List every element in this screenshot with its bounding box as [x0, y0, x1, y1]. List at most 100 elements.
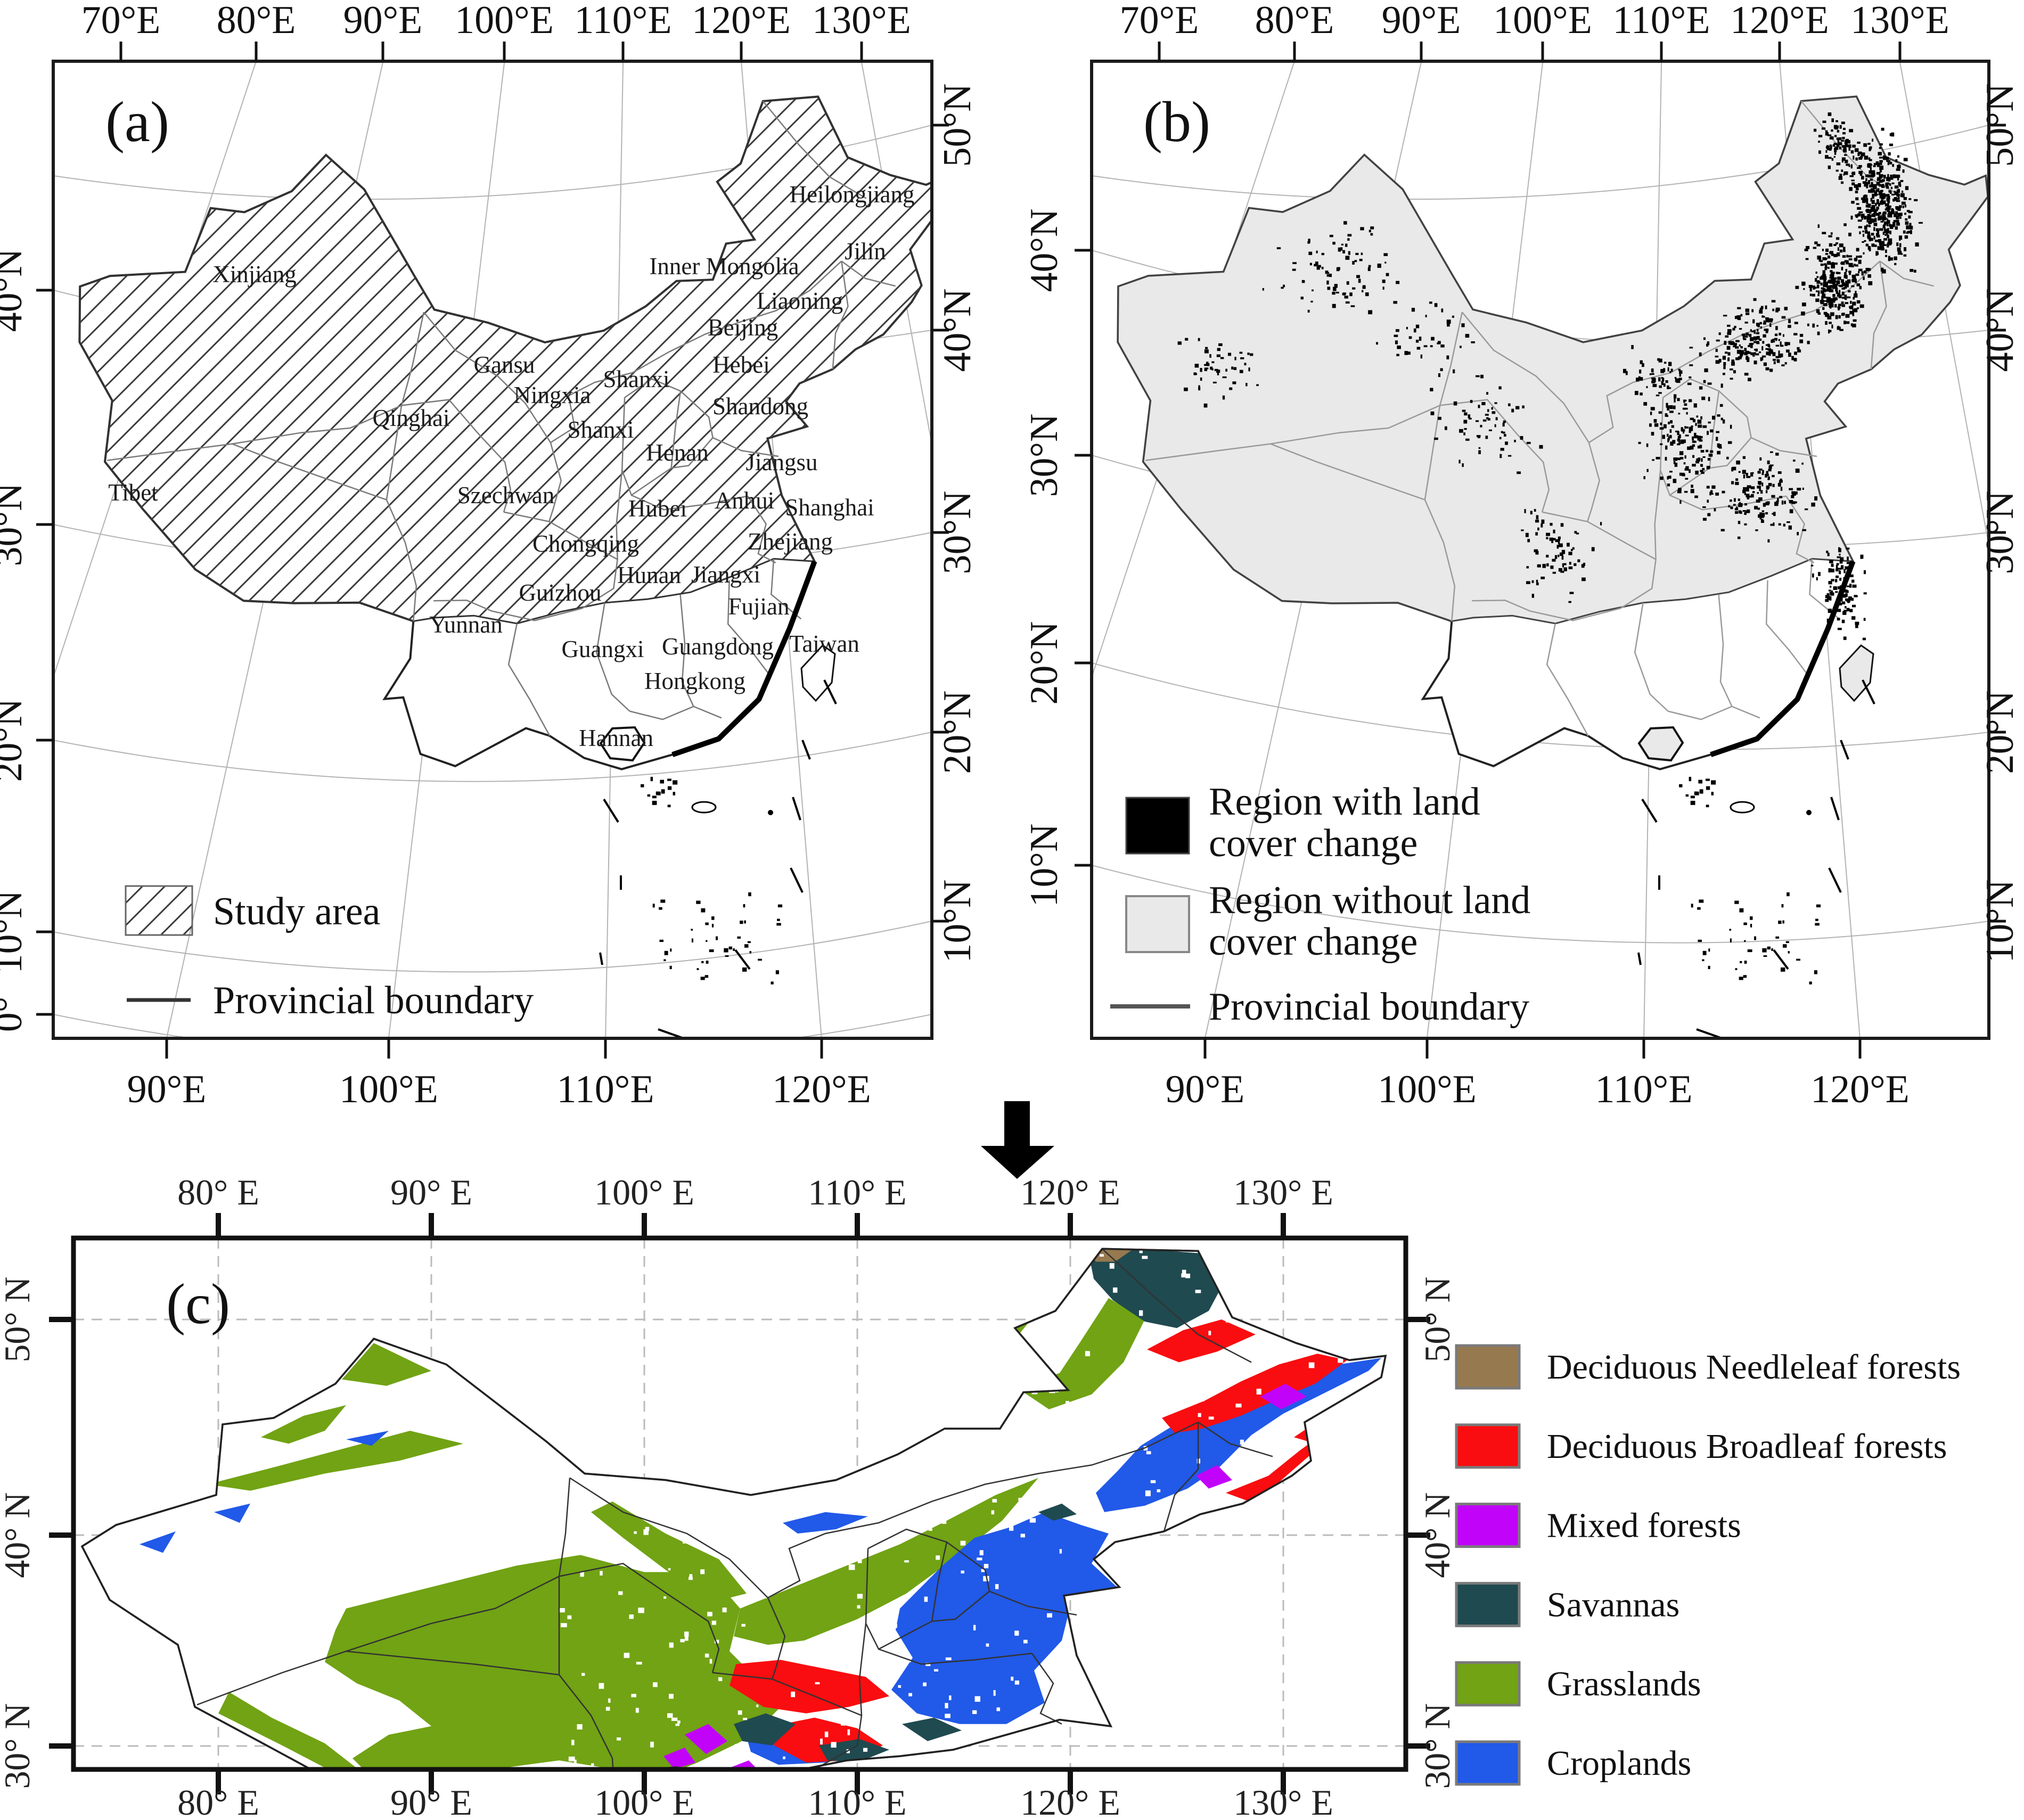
provincial-boundaries-a [107, 101, 896, 736]
province-label: Zhejiang [748, 528, 833, 555]
province-label: Qinghai [373, 405, 450, 431]
province-label: Guangdong [662, 633, 774, 660]
legend-c-label-1: Deciduous Broadleaf forests [1547, 1427, 1947, 1466]
province-label: Tibet [108, 479, 158, 506]
axis-label-right-a: 10°N [936, 879, 979, 963]
axis-label-top-c: 130° E [1233, 1172, 1333, 1212]
province-label: Hebei [712, 351, 769, 378]
province-label: Inner Mongolia [649, 253, 799, 280]
legend-c-swatch-1 [1455, 1423, 1521, 1469]
province-label: Shandong [712, 393, 808, 420]
province-label: Fujian [728, 593, 789, 620]
legend-b-change-line2: cover change [1209, 822, 1417, 865]
axis-label-top-a: 110°E [574, 0, 671, 42]
province-label: Henan [646, 439, 708, 466]
axis-label-left-c: 50° N [0, 1276, 37, 1362]
panel-b-letter: (b) [1143, 91, 1210, 154]
axis-label-top-b: 70°E [1120, 0, 1199, 42]
panel-b-map-area [1092, 61, 1989, 1038]
axis-label-left-b: 10°N [1022, 823, 1066, 907]
axis-label-right-b: 20°N [1978, 690, 2022, 774]
panel-a-letter: (a) [105, 91, 169, 154]
axis-label-top-a: 100°E [455, 0, 554, 42]
legend-c-label-5: Croplands [1547, 1744, 1691, 1783]
axis-label-left-a: 20°N [0, 698, 30, 782]
axis-label-bottom-c: 120° E [1020, 1782, 1120, 1820]
legend-c-swatch-2 [1455, 1503, 1521, 1548]
axis-label-bottom-b: 90°E [1166, 1068, 1245, 1111]
axis-label-top-c: 80° E [177, 1172, 259, 1212]
legend-c-swatch-5 [1455, 1740, 1521, 1786]
province-labels: Xinjiang Heilongjiang Inner Mongolia JilinL… [108, 181, 914, 751]
axis-label-bottom-a: 90°E [127, 1068, 207, 1111]
axis-label-bottom-b: 110°E [1595, 1068, 1692, 1111]
provincial-boundaries-b [1145, 101, 1935, 736]
down-arrow-icon [981, 1101, 1054, 1179]
province-label: Ningxia [514, 382, 591, 408]
axis-label-bottom-b: 100°E [1378, 1068, 1477, 1111]
province-label: Hunan [617, 562, 681, 588]
axis-label-left-c: 30° N [0, 1703, 37, 1789]
province-label: Heilongjiang [790, 181, 915, 208]
axis-label-top-c: 100° E [594, 1172, 694, 1212]
study-area-hatch [78, 95, 932, 625]
axis-label-top-a: 70°E [81, 0, 161, 42]
sea-islands [1637, 644, 1875, 1038]
legend-a: Study area Provincial boundary [125, 885, 534, 1022]
axis-label-left-c: 40° N [0, 1492, 37, 1578]
legend-c-label-2: Mixed forests [1547, 1506, 1741, 1545]
legend-a-provincial-boundary: Provincial boundary [213, 979, 534, 1022]
axis-label-top-c: 90° E [390, 1172, 472, 1212]
province-label: Xinjiang [212, 261, 296, 288]
province-label: Shanxi [603, 366, 669, 392]
provincial-boundaries-c [196, 1248, 1273, 1769]
axis-label-top-b: 120°E [1730, 0, 1829, 42]
province-label: Guangxi [562, 636, 644, 662]
axis-label-right-a: 50°N [936, 83, 979, 167]
province-label: Hubei [628, 495, 687, 522]
panel-a-map-area [53, 61, 932, 1038]
legend-c-label-4: Grasslands [1547, 1665, 1701, 1703]
se-coast-heavy-b [1710, 560, 1856, 757]
axis-label-top-a: 90°E [343, 0, 423, 42]
se-coast-heavy-a [671, 560, 817, 757]
province-label: Szechwan [457, 482, 554, 509]
province-label: Taiwan [789, 630, 859, 657]
legend-c: Deciduous Needleleaf forests Deciduous Br… [1455, 1344, 1961, 1786]
panel-letters: (a) (b) (c) [105, 91, 1210, 1336]
legend-b-nochange-swatch [1125, 895, 1190, 953]
axis-label-right-a: 40°N [936, 288, 979, 372]
axis-label-left-a: 40°N [0, 248, 30, 332]
legend-a-study-area: Study area [213, 890, 380, 933]
axis-label-right-c: 40° N [1417, 1492, 1457, 1578]
axis-label-top-a: 130°E [812, 0, 911, 42]
panel-c-map-area [73, 1238, 1406, 1769]
axis-label-bottom-c: 130° E [1233, 1782, 1333, 1820]
axis-label-top-a: 120°E [692, 0, 791, 42]
axis-label-top-b: 90°E [1382, 0, 1461, 42]
axis-label-bottom-c: 80° E [177, 1782, 259, 1820]
province-label: Yunnan [429, 611, 502, 638]
axis-label-right-a: 20°N [936, 690, 979, 774]
province-label: Jiangxi [691, 561, 760, 588]
legend-b-change-swatch [1125, 797, 1190, 855]
province-label: Gansu [474, 351, 535, 378]
axis-label-left-b: 20°N [1022, 621, 1066, 704]
province-label: Jiangsu [746, 449, 818, 476]
province-label: Liaoning [757, 288, 843, 314]
legend-c-label-3: Savannas [1547, 1585, 1679, 1624]
province-label: Hannan [579, 725, 653, 751]
legend-a-hatch-swatch [125, 885, 193, 936]
province-label: Jilin [845, 238, 886, 265]
province-label: Guizhou [519, 579, 602, 606]
axis-label-right-b: 10°N [1978, 879, 2022, 963]
axis-label-bottom-c: 110° E [808, 1782, 906, 1820]
axis-label-top-b: 100°E [1493, 0, 1592, 42]
province-label: Shanghai [785, 494, 874, 521]
axis-label-top-a: 80°E [217, 0, 296, 42]
axis-label-top-b: 110°E [1612, 0, 1710, 42]
province-label: Hongkong [644, 668, 745, 694]
